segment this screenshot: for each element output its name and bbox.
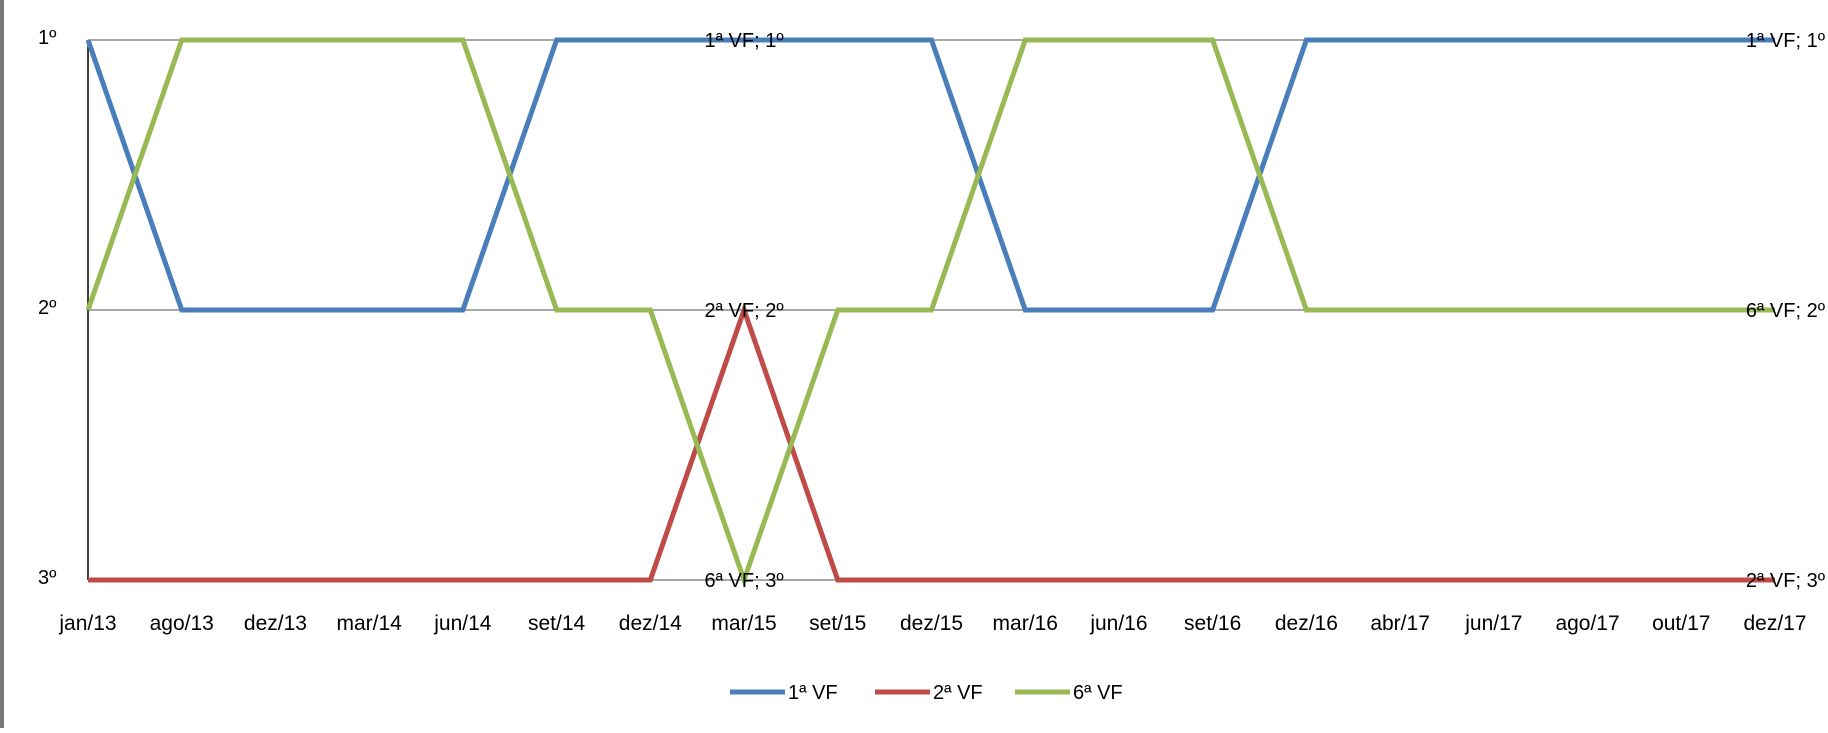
x-tick-label: mar/16 <box>993 612 1058 635</box>
y-tick-label: 3º <box>38 567 57 589</box>
x-tick-label: mar/15 <box>711 612 776 635</box>
series-line-3 <box>85 37 1775 588</box>
x-tick-label: mar/14 <box>336 612 402 635</box>
legend-label: 1ª VF <box>788 682 838 704</box>
data-label: 1ª VF; 1º <box>704 30 784 52</box>
data-label: 6ª VF; 3º <box>704 570 784 592</box>
x-tick-label: dez/14 <box>619 612 682 635</box>
y-tick-label: 2º <box>38 297 57 319</box>
series-line-1 <box>85 37 1775 313</box>
data-label: 1ª VF; 1º <box>1746 30 1826 52</box>
y-tick-label: 1º <box>38 27 57 49</box>
data-label: 2ª VF; 2º <box>704 300 784 322</box>
x-tick-label: dez/15 <box>900 612 963 635</box>
x-tick-label: ago/17 <box>1555 612 1619 635</box>
legend-label: 2ª VF <box>933 682 983 704</box>
x-tick-label: jun/17 <box>1464 612 1522 635</box>
x-tick-label: set/14 <box>528 612 586 635</box>
x-tick-label: abr/17 <box>1370 612 1430 635</box>
legend-label: 6ª VF <box>1073 682 1123 704</box>
data-label: 6ª VF; 2º <box>1746 300 1826 322</box>
x-tick-label: jun/14 <box>433 612 492 635</box>
data-label: 2ª VF; 3º <box>1746 570 1826 592</box>
x-tick-label: jun/16 <box>1089 612 1147 635</box>
x-tick-label: out/17 <box>1652 612 1710 635</box>
x-tick-label: set/16 <box>1184 612 1241 635</box>
x-tick-label: jan/13 <box>58 612 116 635</box>
x-tick-label: dez/13 <box>244 612 307 635</box>
x-tick-label: dez/16 <box>1275 612 1338 635</box>
x-tick-label: set/15 <box>809 612 866 635</box>
series-line-2 <box>88 302 1775 583</box>
x-tick-label: dez/17 <box>1743 612 1806 635</box>
x-tick-label: ago/13 <box>150 612 214 635</box>
left-frame-border <box>0 0 4 728</box>
